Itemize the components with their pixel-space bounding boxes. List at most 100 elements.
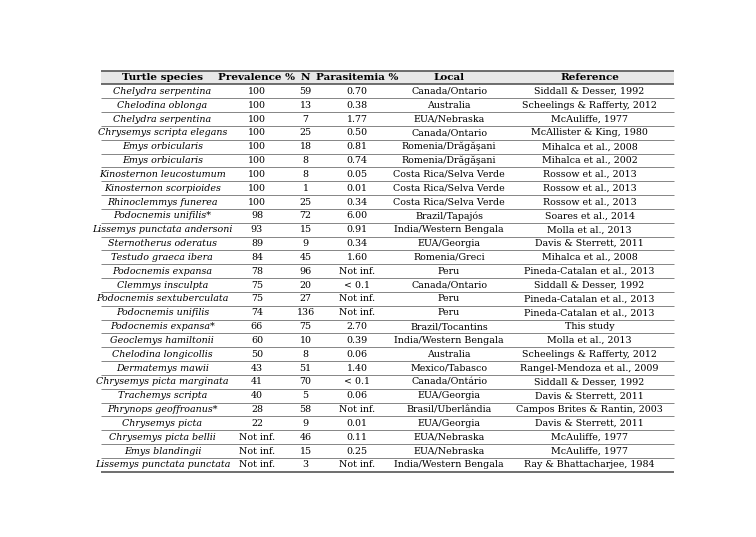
Text: Not inf.: Not inf.	[239, 460, 275, 469]
Text: 100: 100	[248, 156, 266, 165]
Text: Mihalca et al., 2008: Mihalca et al., 2008	[542, 142, 637, 151]
Text: Brasil/Uberlândia: Brasil/Uberlândia	[407, 405, 491, 414]
Text: Siddall & Desser, 1992: Siddall & Desser, 1992	[534, 378, 645, 386]
Text: Testudo graeca ibera: Testudo graeca ibera	[111, 253, 213, 262]
Text: 98: 98	[251, 212, 263, 220]
Text: Rossow et al., 2013: Rossow et al., 2013	[543, 198, 637, 207]
Text: 9: 9	[302, 419, 308, 428]
Text: 18: 18	[299, 142, 311, 151]
Text: 27: 27	[299, 294, 311, 303]
Text: EUA/Georgia: EUA/Georgia	[417, 419, 481, 428]
Text: Campos Brites & Rantin, 2003: Campos Brites & Rantin, 2003	[516, 405, 663, 414]
Text: Not inf.: Not inf.	[339, 267, 376, 275]
Text: Australia: Australia	[427, 350, 471, 359]
Text: 28: 28	[251, 405, 263, 414]
Text: Ray & Bhattacharjee, 1984: Ray & Bhattacharjee, 1984	[525, 460, 655, 469]
Text: Not inf.: Not inf.	[339, 294, 376, 303]
Text: Prevalence %: Prevalence %	[218, 73, 296, 82]
Text: 100: 100	[248, 170, 266, 179]
Text: Canada/Ontario: Canada/Ontario	[411, 128, 487, 137]
Text: Mihalca et al., 2008: Mihalca et al., 2008	[542, 253, 637, 262]
Text: 13: 13	[299, 100, 311, 110]
Text: Kinosternon leucostumum: Kinosternon leucostumum	[99, 170, 226, 179]
Text: 0.11: 0.11	[347, 433, 368, 442]
Text: McAllister & King, 1980: McAllister & King, 1980	[531, 128, 648, 137]
Text: 8: 8	[302, 350, 308, 359]
Text: Not inf.: Not inf.	[339, 460, 376, 469]
Text: 0.50: 0.50	[347, 128, 368, 137]
Text: 1.40: 1.40	[347, 364, 368, 373]
Text: < 0.1: < 0.1	[344, 280, 370, 289]
Text: Scheelings & Rafferty, 2012: Scheelings & Rafferty, 2012	[522, 350, 657, 359]
Text: Chelodina longicollis: Chelodina longicollis	[112, 350, 212, 359]
Text: 3: 3	[302, 460, 308, 469]
Text: Romenia/Drăgăşani: Romenia/Drăgăşani	[402, 142, 497, 151]
Text: 9: 9	[302, 239, 308, 248]
Text: Local: Local	[434, 73, 465, 82]
Text: 96: 96	[299, 267, 312, 275]
Text: Peru: Peru	[438, 308, 460, 317]
Text: 0.06: 0.06	[347, 391, 368, 400]
Text: 78: 78	[251, 267, 263, 275]
Text: EUA/Nebraska: EUA/Nebraska	[414, 114, 485, 124]
Text: Australia: Australia	[427, 100, 471, 110]
Text: 25: 25	[299, 198, 311, 207]
Text: 40: 40	[251, 391, 263, 400]
Text: 60: 60	[251, 336, 263, 345]
Text: Podocnemis sextuberculata: Podocnemis sextuberculata	[96, 294, 228, 303]
Text: 66: 66	[251, 322, 263, 331]
Text: 100: 100	[248, 100, 266, 110]
Text: Pineda-Catalan et al., 2013: Pineda-Catalan et al., 2013	[525, 267, 655, 275]
Text: McAuliffe, 1977: McAuliffe, 1977	[551, 114, 628, 124]
Text: 0.01: 0.01	[347, 419, 368, 428]
Text: 72: 72	[299, 212, 311, 220]
Text: 0.70: 0.70	[347, 87, 368, 96]
Text: Dermatemys mawii: Dermatemys mawii	[116, 364, 209, 373]
Text: Pineda-Catalan et al., 2013: Pineda-Catalan et al., 2013	[525, 308, 655, 317]
Text: 0.05: 0.05	[347, 170, 368, 179]
Text: 51: 51	[299, 364, 311, 373]
Text: Romenia/Greci: Romenia/Greci	[414, 253, 485, 262]
Text: Davis & Sterrett, 2011: Davis & Sterrett, 2011	[535, 239, 644, 248]
Text: Phrynops geoffroanus*: Phrynops geoffroanus*	[107, 405, 218, 414]
Text: 74: 74	[251, 308, 263, 317]
Text: Costa Rica/Selva Verde: Costa Rica/Selva Verde	[393, 198, 505, 207]
Bar	[101, 70, 674, 84]
Text: Not inf.: Not inf.	[239, 433, 275, 442]
Text: 25: 25	[299, 128, 311, 137]
Text: Rossow et al., 2013: Rossow et al., 2013	[543, 184, 637, 193]
Text: Romenia/Drăgăşani: Romenia/Drăgăşani	[402, 156, 497, 165]
Text: Costa Rica/Selva Verde: Costa Rica/Selva Verde	[393, 184, 505, 193]
Text: 0.34: 0.34	[347, 239, 368, 248]
Text: 0.34: 0.34	[347, 198, 368, 207]
Text: 20: 20	[299, 280, 311, 289]
Text: 100: 100	[248, 87, 266, 96]
Text: Lissemys punctata punctata: Lissemys punctata punctata	[94, 460, 230, 469]
Text: Canada/Ontario: Canada/Ontario	[411, 87, 487, 96]
Text: McAuliffe, 1977: McAuliffe, 1977	[551, 447, 628, 455]
Text: 5: 5	[302, 391, 308, 400]
Text: Podocnemis expansa: Podocnemis expansa	[113, 267, 212, 275]
Text: 0.06: 0.06	[347, 350, 368, 359]
Text: 50: 50	[251, 350, 263, 359]
Text: 1.60: 1.60	[347, 253, 368, 262]
Text: 1: 1	[302, 184, 308, 193]
Text: 0.39: 0.39	[347, 336, 368, 345]
Text: 100: 100	[248, 114, 266, 124]
Text: Chelydra serpentina: Chelydra serpentina	[113, 114, 212, 124]
Text: 15: 15	[299, 225, 311, 234]
Text: Siddall & Desser, 1992: Siddall & Desser, 1992	[534, 280, 645, 289]
Text: Soares et al., 2014: Soares et al., 2014	[544, 212, 634, 220]
Text: Brazil/Tapajós: Brazil/Tapajós	[415, 211, 483, 221]
Text: N: N	[301, 73, 311, 82]
Text: Reference: Reference	[560, 73, 619, 82]
Text: Costa Rica/Selva Verde: Costa Rica/Selva Verde	[393, 170, 505, 179]
Text: Siddall & Desser, 1992: Siddall & Desser, 1992	[534, 87, 645, 96]
Text: 75: 75	[299, 322, 311, 331]
Text: Turtle species: Turtle species	[122, 73, 203, 82]
Text: Chelydra serpentina: Chelydra serpentina	[113, 87, 212, 96]
Text: 46: 46	[299, 433, 311, 442]
Text: 0.25: 0.25	[347, 447, 368, 455]
Text: Molla et al., 2013: Molla et al., 2013	[547, 336, 632, 345]
Text: Mexico/Tabasco: Mexico/Tabasco	[411, 364, 488, 373]
